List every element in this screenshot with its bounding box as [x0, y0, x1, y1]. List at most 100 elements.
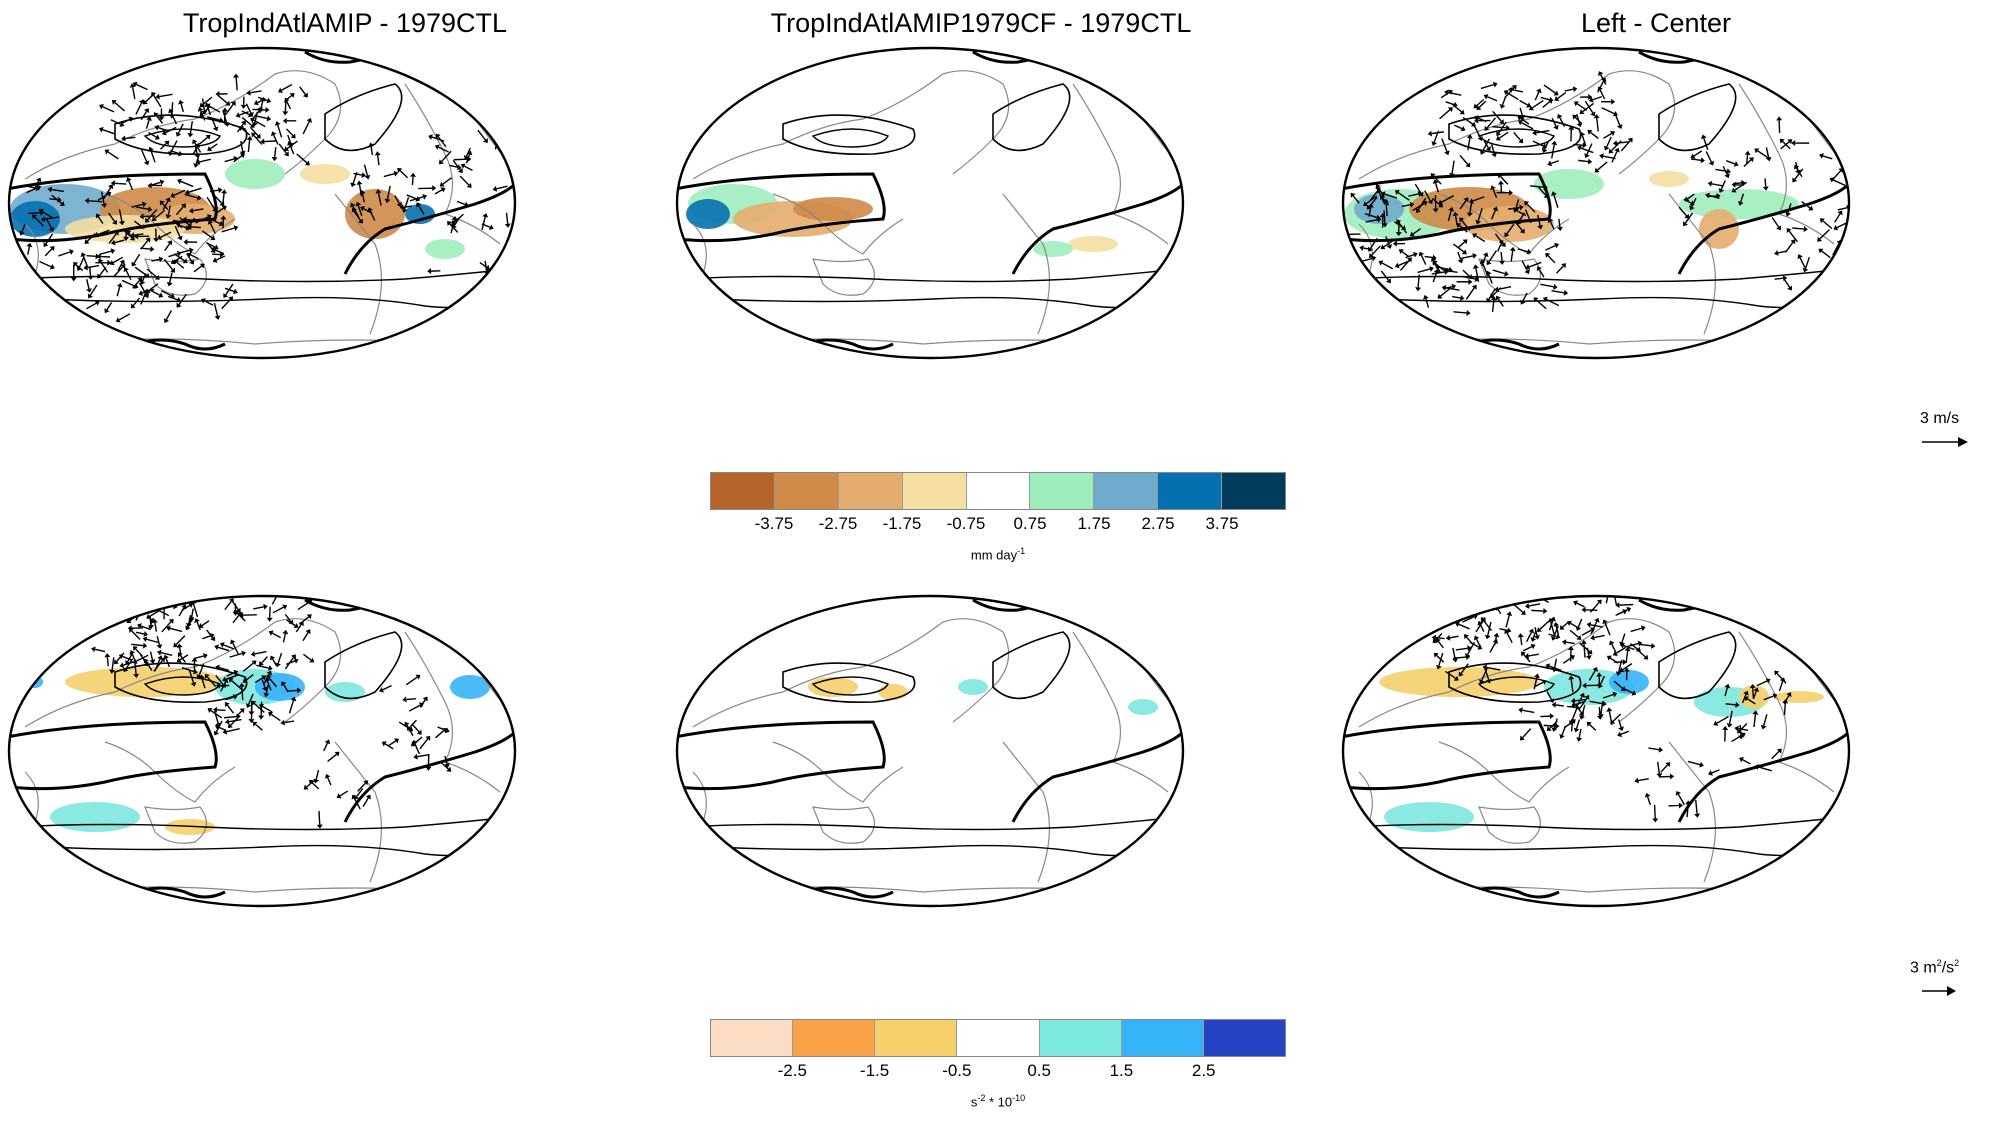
- wind-vector-head: [194, 142, 201, 148]
- wind-vector: [1763, 714, 1768, 726]
- wind-vector: [1687, 193, 1695, 200]
- wind-vector: [1522, 645, 1533, 652]
- wind-vector: [162, 200, 169, 211]
- wind-vector-head: [1524, 201, 1530, 206]
- wind-vector: [221, 193, 225, 206]
- wind-vector: [240, 140, 244, 152]
- wind-vector-head: [143, 293, 149, 299]
- colorbar-precipitation-tick-label: -3.75: [754, 514, 794, 533]
- wind-vector: [353, 797, 361, 810]
- wind-vector: [1576, 103, 1588, 111]
- colorbar-rws-swatch: [1121, 1020, 1204, 1056]
- wind-vector: [1459, 200, 1467, 210]
- wind-vector: [224, 600, 232, 611]
- wind-vector-head: [1776, 116, 1783, 121]
- wind-vector-head: [281, 681, 287, 687]
- wind-vector: [271, 632, 282, 639]
- wind-vector-head: [1606, 707, 1613, 712]
- wind-vector-head: [212, 706, 218, 713]
- wind-vector-head: [1785, 211, 1791, 217]
- colorbar-rws-tick-label: -1.5: [859, 1061, 890, 1080]
- wind-vector: [1581, 629, 1592, 636]
- wind-vector: [168, 253, 178, 258]
- wind-vector: [231, 680, 243, 691]
- wind-vector: [154, 622, 158, 632]
- wind-vector: [1571, 707, 1578, 722]
- wind-vector: [134, 220, 142, 227]
- wind-vector: [1588, 670, 1596, 681]
- wind-vector: [1582, 102, 1595, 113]
- wind-vector: [1500, 184, 1503, 194]
- wind-vector: [1440, 91, 1450, 99]
- wind-vector-head: [87, 293, 93, 299]
- climatology-contour: [992, 83, 1071, 152]
- wind-vector: [1460, 663, 1469, 674]
- colorbar-rws-tick-label: 2.5: [1191, 1061, 1216, 1080]
- wind-vector-head: [1705, 192, 1710, 199]
- wind-vector-head: [1517, 115, 1523, 121]
- wind-vector-head: [133, 673, 140, 679]
- wind-vector: [1500, 175, 1509, 185]
- wind-vector-head: [1573, 600, 1579, 606]
- wind-vector: [1611, 151, 1618, 163]
- colorbar-precipitation-swatch: [1158, 473, 1223, 509]
- wind-vector-head: [151, 618, 158, 624]
- wind-vector: [1540, 283, 1554, 288]
- wind-vector-head: [169, 292, 175, 299]
- wind-vector-head: [206, 214, 212, 220]
- wind-vector: [1725, 703, 1736, 706]
- wind-vector: [165, 126, 177, 134]
- coastline: [24, 618, 342, 728]
- wind-vector: [384, 743, 394, 750]
- wind-vector-head: [36, 185, 42, 191]
- wind-vector: [1434, 262, 1445, 272]
- wind-vector: [169, 272, 173, 283]
- wind-vector-head: [460, 163, 466, 169]
- wind-vector: [459, 175, 470, 186]
- wind-vector-head: [495, 275, 502, 280]
- wind-vector: [1831, 170, 1842, 181]
- wind-vector: [262, 705, 273, 713]
- wind-vector-head: [141, 201, 147, 208]
- wind-vector-head: [396, 202, 402, 208]
- wind-vector: [1782, 141, 1791, 150]
- wind-vector: [1532, 630, 1537, 639]
- wind-vector: [406, 194, 417, 200]
- wind-vector-head: [266, 115, 272, 122]
- wind-vector: [404, 197, 410, 210]
- wind-vector: [1533, 677, 1538, 690]
- wind-vector: [1548, 665, 1562, 672]
- wind-vector: [1836, 222, 1847, 229]
- wind-vector-head: [1608, 148, 1614, 154]
- wind-vector-head: [1409, 201, 1415, 208]
- wind-vector: [1734, 181, 1748, 191]
- wind-vector: [86, 302, 97, 310]
- wind-vector-head: [211, 207, 218, 213]
- wind-vector: [1822, 220, 1833, 230]
- wind-vector-head: [1819, 153, 1824, 159]
- wind-vector: [1586, 647, 1590, 656]
- wind-vector-head: [176, 643, 183, 648]
- wind-vector: [357, 782, 366, 792]
- wind-vector-head: [191, 657, 198, 662]
- wind-vector-head: [1526, 248, 1532, 255]
- wind-vector: [1444, 670, 1456, 679]
- wind-vector-head: [278, 87, 284, 93]
- wind-vector-head: [1611, 98, 1616, 105]
- wind-vector: [1452, 295, 1461, 299]
- wind-vector: [1720, 180, 1726, 190]
- wind-vector-head: [87, 275, 94, 280]
- wind-vector: [271, 658, 278, 667]
- wind-vector-head: [306, 614, 312, 620]
- wind-vector-head: [1615, 602, 1620, 609]
- wind-vector: [1491, 300, 1495, 313]
- wind-vector: [277, 652, 283, 664]
- wind-vector-head: [111, 239, 116, 246]
- wind-vector: [1477, 208, 1483, 221]
- wind-vector-head: [1567, 645, 1574, 651]
- wind-vector: [127, 652, 134, 662]
- wind-vector-head: [1432, 260, 1438, 266]
- wind-vector-head: [1617, 731, 1622, 738]
- climatology-contour: [1658, 83, 1737, 152]
- wind-vector-head: [1386, 278, 1391, 284]
